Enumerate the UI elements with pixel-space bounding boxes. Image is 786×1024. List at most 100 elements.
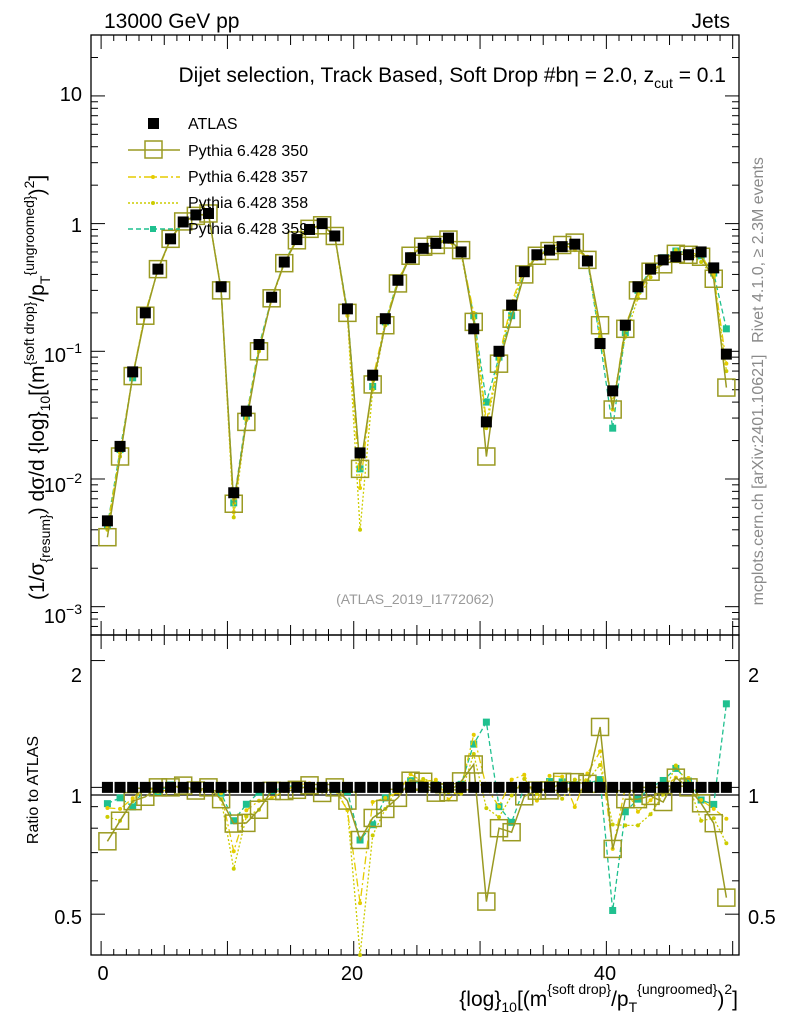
ratio-point (455, 781, 467, 793)
data-point (578, 250, 597, 270)
ratio-point (632, 781, 644, 793)
ratio-point (202, 781, 214, 793)
ratio-point (720, 781, 732, 793)
data-point (215, 281, 227, 293)
data-point (648, 275, 653, 280)
ratio-point (105, 805, 110, 810)
ratio-line (107, 734, 727, 904)
ratio-point (619, 781, 631, 793)
main-series (98, 204, 736, 547)
ratio-point (224, 814, 243, 833)
ratio-point (231, 849, 236, 854)
ratio-point (421, 776, 426, 781)
ratio-point (358, 901, 363, 906)
ratio-point (704, 813, 723, 833)
data-point (603, 400, 622, 419)
data-point (556, 241, 568, 253)
ratio-point (518, 781, 530, 793)
analysis-id: (ATLAS_2019_I1772062) (336, 591, 494, 607)
ratio-point (572, 804, 577, 809)
ratio-point (242, 800, 250, 808)
data-point (455, 246, 467, 258)
ratio-point (610, 822, 615, 827)
data-point (699, 260, 704, 265)
y-tick-label-1e-1: 10−1 (44, 340, 82, 367)
data-point (358, 485, 363, 490)
ratio-point (139, 781, 151, 793)
y-tick-label-10: 10 (60, 84, 82, 106)
ratio-point (114, 781, 126, 793)
data-point (544, 244, 556, 256)
ratio-point (623, 823, 628, 828)
data-point (708, 262, 720, 274)
data-point (367, 369, 379, 381)
y-tick-label-1e-2: 10−2 (44, 470, 82, 497)
ratio-point (569, 781, 581, 793)
ratio-point (534, 791, 539, 796)
ratio-point (358, 953, 363, 957)
data-point (609, 424, 617, 432)
ratio-point (648, 812, 653, 817)
svg-text:{log}10[(m{soft drop}/pT{ungro: {log}10[(m{soft drop}/pT{ungroomed})2] (459, 981, 738, 1015)
ratio-point (190, 781, 202, 793)
ratio-point (341, 781, 353, 793)
ratio-point (376, 799, 395, 819)
data-point (581, 255, 593, 267)
data-point (695, 246, 707, 258)
category-label: Jets (691, 10, 730, 33)
data-point (518, 266, 530, 278)
series-pythia-6-428-350 (98, 204, 736, 547)
ratio-point (237, 813, 256, 833)
ratio-point (711, 816, 716, 821)
ratio-series (98, 700, 736, 957)
ratio-point (522, 772, 527, 777)
svg-text:(1/σ{resum}) dσ/d {log}10[(m{s: (1/σ{resum}) dσ/d {log}10[(m{soft drop}/… (21, 175, 53, 600)
series-pythia-6-428-358 (105, 212, 729, 532)
ratio-point (710, 800, 718, 808)
series-line (106, 213, 728, 528)
data-point (190, 209, 202, 221)
series-atlas (101, 207, 732, 527)
ratio-point (645, 781, 657, 793)
data-point (316, 218, 328, 230)
ratio-point (468, 781, 480, 793)
data-point (262, 289, 281, 308)
energy-label: 13000 GeV pp (104, 10, 239, 33)
ratio-point (603, 839, 622, 859)
ratio-point (244, 808, 249, 813)
main-axis-ticks (91, 34, 739, 636)
ratio-point (506, 781, 518, 793)
data-point (442, 232, 454, 244)
ratio-point (508, 818, 516, 826)
ratio-point (607, 781, 619, 793)
data-point (139, 307, 151, 319)
ratio-point (648, 798, 653, 803)
ratio-point (497, 815, 501, 820)
data-point (724, 369, 729, 374)
data-point (341, 303, 353, 315)
mcplots-label: mcplots.cern.ch [arXiv:2401.10621] (750, 355, 767, 606)
ratio-point (695, 781, 707, 793)
data-point (531, 249, 543, 261)
data-point (506, 299, 518, 311)
ratio-point (103, 800, 111, 808)
data-point (98, 527, 117, 547)
data-point (177, 216, 189, 228)
ratio-point (509, 793, 514, 798)
ratio-tick-left-05: 0.5 (54, 907, 82, 929)
data-point (329, 230, 341, 242)
ratio-point (165, 781, 177, 793)
legend-entry-359: Pythia 6.428 359 (128, 221, 308, 238)
ratio-point (621, 808, 629, 816)
ratio-point (657, 781, 669, 793)
ratio-point (497, 804, 501, 809)
x-axis-label: {log}10[(m{soft drop}/pT{ungroomed})2] (459, 981, 738, 1015)
series-line (106, 213, 728, 526)
ratio-point (493, 781, 505, 793)
ratio-point (635, 809, 640, 814)
data-point (515, 265, 534, 284)
ratio-point (379, 781, 391, 793)
ratio-point (598, 749, 603, 754)
x-tick-label-0: 0 (97, 963, 108, 985)
ratio-point (699, 818, 704, 823)
